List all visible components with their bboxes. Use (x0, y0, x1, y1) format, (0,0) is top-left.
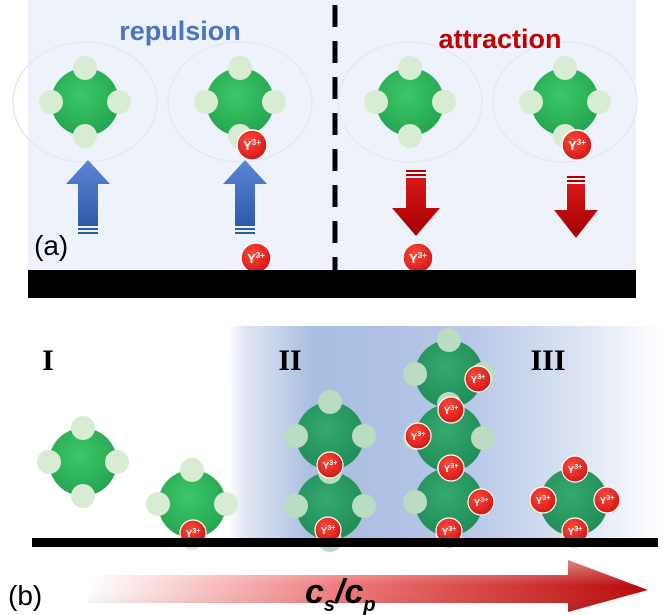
panel-b: I II III Y3+ Y3+ Y3+ Y3+ Y3+ Y3+ Y3+ Y3+… (32, 326, 662, 552)
axis-label-cs-cp: cs/cp (305, 573, 376, 615)
ion-badge: Y3+ (404, 422, 432, 450)
ion-badge: Y3+ (437, 396, 465, 424)
down-arrow-icon (554, 176, 598, 238)
svg-text:Y3+: Y3+ (247, 251, 265, 266)
region-label-2: II (278, 344, 301, 377)
svg-text:Y3+: Y3+ (442, 526, 457, 538)
ion-badge: Y3+ (464, 365, 492, 393)
ion-badge: Y3+ (561, 517, 589, 545)
svg-text:Y3+: Y3+ (243, 138, 261, 153)
svg-text:Y3+: Y3+ (444, 405, 459, 417)
panel-a: repulsion attraction (12, 0, 638, 298)
substrate-b (32, 538, 658, 547)
substrate-a (28, 270, 636, 298)
svg-text:Y3+: Y3+ (471, 374, 486, 386)
svg-text:Y3+: Y3+ (444, 463, 459, 475)
ion-badge: Y3+ (240, 242, 272, 274)
ion-badge: Y3+ (236, 129, 268, 161)
region-label-1: I (42, 344, 54, 377)
panel-a-label: (a) (34, 230, 68, 261)
svg-text:Y3+: Y3+ (474, 497, 489, 509)
panel-b-label: (b) (8, 580, 42, 611)
up-arrow-icon (223, 160, 267, 234)
svg-text:Y3+: Y3+ (568, 464, 583, 476)
svg-text:Y3+: Y3+ (600, 495, 615, 507)
particle-b1 (37, 416, 129, 508)
ion-badge: Y3+ (561, 455, 589, 483)
svg-text:Y3+: Y3+ (321, 525, 336, 537)
repulsion-title: repulsion (119, 16, 241, 46)
svg-text:Y3+: Y3+ (186, 528, 201, 540)
svg-text:Y3+: Y3+ (536, 495, 551, 507)
ion-badge: Y3+ (437, 454, 465, 482)
ion-badge: Y3+ (467, 488, 495, 516)
attraction-title: attraction (438, 24, 561, 54)
ion-badge: Y3+ (529, 486, 557, 514)
panel-a-background (28, 0, 636, 270)
down-arrow-icon (392, 170, 440, 236)
ion-badge: Y3+ (402, 242, 434, 274)
ion-badge: Y3+ (593, 486, 621, 514)
svg-text:Y3+: Y3+ (568, 526, 583, 538)
svg-text:Y3+: Y3+ (411, 431, 426, 443)
ion-badge: Y3+ (561, 129, 593, 161)
up-arrow-icon (66, 160, 110, 234)
svg-text:Y3+: Y3+ (409, 251, 427, 266)
svg-text:Y3+: Y3+ (323, 460, 338, 472)
concentration-arrow (88, 560, 648, 612)
svg-text:Y3+: Y3+ (568, 138, 586, 153)
region-label-3: III (530, 344, 565, 377)
ion-badge: Y3+ (316, 451, 344, 479)
